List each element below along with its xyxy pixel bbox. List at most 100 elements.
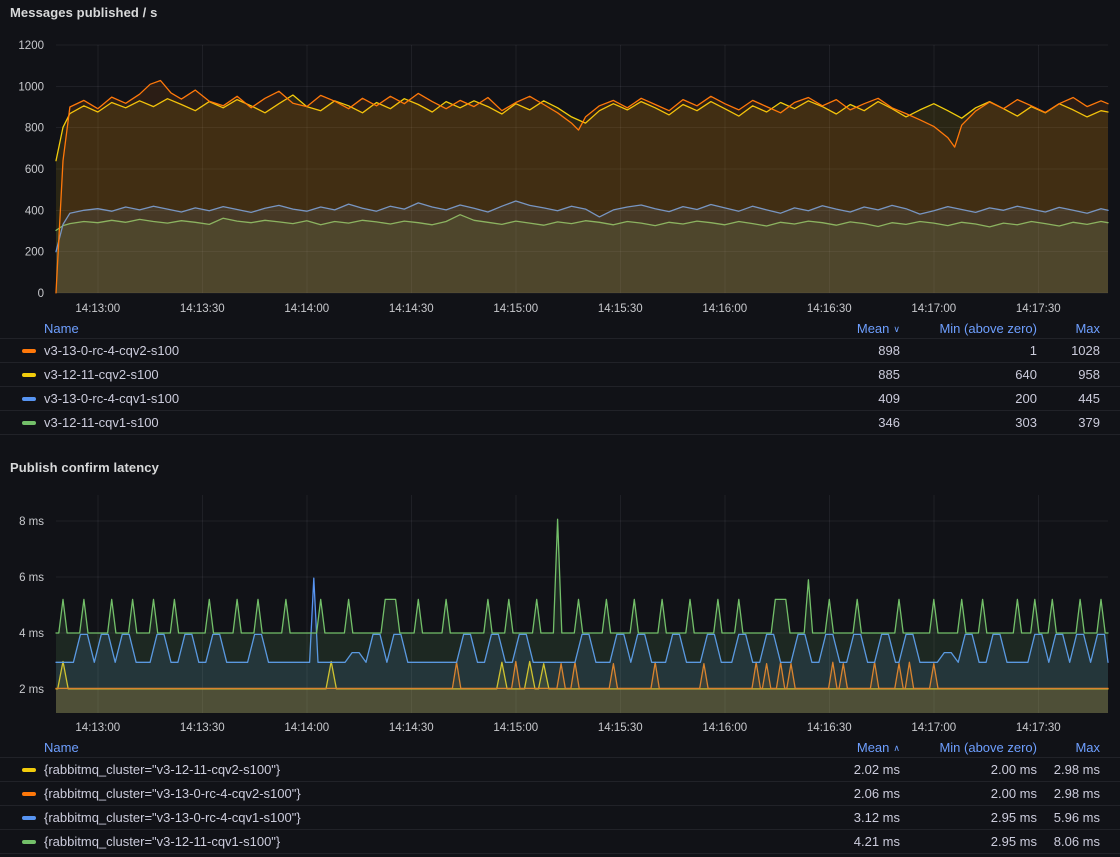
legend-header-name[interactable]: Name	[44, 739, 79, 755]
legend-header-mean-label: Mean	[856, 320, 890, 336]
legend-header-mean[interactable]: Mean ∨	[780, 321, 900, 336]
series--rabbitmq_cluster-v3-13-0-rc-4-cqv2-s100-	[55, 660, 1109, 713]
timeseries-chart-publish-confirm-latency[interactable]: 2 ms 4 ms 6 ms 8 ms 14:13:00 14:13:30 14:14:00…	[0, 440, 1120, 737]
legend-row: {rabbitmq_cluster="v3-12-11-cqv1-s100"} 4…	[0, 830, 1120, 854]
series-max-value: 8.06 ms	[1053, 834, 1100, 849]
legend-series-toggle[interactable]: v3-13-0-rc-4-cqv1-s100	[22, 391, 780, 406]
series--rabbitmq_cluster-v3-12-11-cqv2-s100-	[55, 660, 1109, 713]
legend-header-max[interactable]: Max	[1075, 320, 1100, 336]
series-color-swatch-icon	[22, 348, 36, 353]
series-name: {rabbitmq_cluster="v3-13-0-rc-4-cqv1-s10…	[44, 810, 301, 825]
series-max-value: 379	[1078, 415, 1100, 430]
legend-series-toggle[interactable]: v3-13-0-rc-4-cqv2-s100	[22, 343, 780, 358]
sort-descending-icon: ∨	[893, 323, 900, 334]
series-mean-value: 4.21 ms	[853, 834, 900, 849]
series--rabbitmq_cluster-v3-13-0-rc-4-cqv1-s100-	[55, 577, 1109, 713]
legend-table-publish-confirm-latency: Name Mean ∧ Min (above zero) Max {rabbitm…	[0, 737, 1120, 854]
svg-text:14:16:30: 14:16:30	[807, 722, 852, 734]
legend-row: v3-13-0-rc-4-cqv1-s100 409 200 445	[0, 387, 1120, 411]
svg-text:14:16:00: 14:16:00	[702, 722, 747, 734]
legend-table-messages-published: Name Mean ∨ Min (above zero) Max v3-13-0-…	[0, 318, 1120, 435]
series-mean-value: 2.06 ms	[853, 786, 900, 801]
legend-row: v3-12-11-cqv1-s100 346 303 379	[0, 411, 1120, 435]
legend-series-toggle[interactable]: {rabbitmq_cluster="v3-13-0-rc-4-cqv1-s10…	[22, 810, 780, 825]
legend-header-min[interactable]: Min (above zero)	[939, 739, 1037, 755]
series-name: v3-12-11-cqv1-s100	[44, 415, 159, 430]
series-color-swatch-icon	[22, 815, 36, 820]
svg-text:14:13:00: 14:13:00	[75, 303, 120, 315]
series-mean-value: 3.12 ms	[853, 810, 900, 825]
legend-header-name[interactable]: Name	[44, 320, 79, 336]
y-axis-tick-labels: 2 ms 4 ms 6 ms 8 ms	[19, 516, 44, 696]
legend-series-toggle[interactable]: v3-12-11-cqv2-s100	[22, 367, 780, 382]
series-min-value: 640	[1015, 367, 1037, 382]
svg-text:200: 200	[25, 247, 44, 259]
legend-series-toggle[interactable]: {rabbitmq_cluster="v3-13-0-rc-4-cqv2-s10…	[22, 786, 780, 801]
legend-row: v3-12-11-cqv2-s100 885 640 958	[0, 363, 1120, 387]
panel-title-publish-confirm-latency[interactable]: Publish confirm latency	[10, 460, 159, 475]
y-axis-tick-labels: 0 200 400 600 800 1000 1200	[18, 40, 44, 300]
legend-row: {rabbitmq_cluster="v3-12-11-cqv2-s100"} 2…	[0, 758, 1120, 782]
legend-header-mean-label: Mean	[856, 739, 890, 755]
svg-text:14:17:30: 14:17:30	[1016, 303, 1061, 315]
x-axis-tick-labels: 14:13:00 14:13:30 14:14:00 14:14:30 14:15:00…	[75, 303, 1060, 315]
sort-ascending-icon: ∧	[893, 742, 900, 753]
gridlines	[56, 44, 1108, 294]
series-min-value: 303	[1015, 415, 1037, 430]
series-max-value: 2.98 ms	[1053, 762, 1100, 777]
svg-text:14:15:00: 14:15:00	[493, 722, 538, 734]
series-max-value: 958	[1078, 367, 1100, 382]
svg-text:8 ms: 8 ms	[19, 516, 44, 528]
series-max-value: 5.96 ms	[1053, 810, 1100, 825]
series-color-swatch-icon	[22, 791, 36, 796]
series-min-value: 1	[1029, 343, 1037, 358]
series-v3-12-11-cqv2-s100	[55, 94, 1109, 293]
series-mean-value: 898	[878, 343, 900, 358]
series-color-swatch-icon	[22, 839, 36, 844]
series-min-value: 2.95 ms	[990, 834, 1037, 849]
legend-row: {rabbitmq_cluster="v3-13-0-rc-4-cqv2-s10…	[0, 782, 1120, 806]
series-name: {rabbitmq_cluster="v3-12-11-cqv1-s100"}	[44, 834, 281, 849]
svg-text:2 ms: 2 ms	[19, 684, 44, 696]
series-v3-12-11-cqv1-s100	[55, 214, 1109, 293]
svg-text:14:13:30: 14:13:30	[180, 303, 225, 315]
legend-rows: v3-13-0-rc-4-cqv2-s100 898 1 1028 v3-12-11-c…	[0, 339, 1120, 435]
legend-series-toggle[interactable]: {rabbitmq_cluster="v3-12-11-cqv2-s100"}	[22, 762, 780, 777]
series-min-value: 2.95 ms	[990, 810, 1037, 825]
svg-text:14:13:00: 14:13:00	[75, 722, 120, 734]
legend-header-mean[interactable]: Mean ∧	[780, 740, 900, 755]
svg-text:800: 800	[25, 123, 44, 135]
legend-row: v3-13-0-rc-4-cqv2-s100 898 1 1028	[0, 339, 1120, 363]
svg-text:14:15:30: 14:15:30	[598, 722, 643, 734]
series-name: v3-13-0-rc-4-cqv2-s100	[44, 343, 180, 358]
svg-text:14:17:00: 14:17:00	[911, 303, 956, 315]
legend-header-min[interactable]: Min (above zero)	[939, 320, 1037, 336]
series-name: {rabbitmq_cluster="v3-12-11-cqv2-s100"}	[44, 762, 281, 777]
series-max-value: 2.98 ms	[1053, 786, 1100, 801]
svg-text:14:16:00: 14:16:00	[702, 303, 747, 315]
svg-text:4 ms: 4 ms	[19, 628, 44, 640]
series-min-value: 2.00 ms	[990, 786, 1037, 801]
svg-text:14:17:00: 14:17:00	[911, 722, 956, 734]
svg-text:0: 0	[38, 288, 44, 300]
svg-text:14:14:30: 14:14:30	[389, 303, 434, 315]
series-name: {rabbitmq_cluster="v3-13-0-rc-4-cqv2-s10…	[44, 786, 301, 801]
panel-title-messages-published[interactable]: Messages published / s	[10, 5, 158, 20]
legend-header-row: Name Mean ∨ Min (above zero) Max	[0, 318, 1120, 339]
svg-text:14:14:00: 14:14:00	[284, 303, 329, 315]
legend-header-max[interactable]: Max	[1075, 739, 1100, 755]
svg-text:6 ms: 6 ms	[19, 572, 44, 584]
series-mean-value: 346	[878, 415, 900, 430]
svg-text:14:14:30: 14:14:30	[389, 722, 434, 734]
legend-rows: {rabbitmq_cluster="v3-12-11-cqv2-s100"} 2…	[0, 758, 1120, 854]
series-min-value: 200	[1015, 391, 1037, 406]
svg-text:1200: 1200	[18, 40, 44, 52]
series-color-swatch-icon	[22, 420, 36, 425]
series-v3-13-0-rc-4-cqv1-s100	[55, 200, 1109, 293]
legend-series-toggle[interactable]: {rabbitmq_cluster="v3-12-11-cqv1-s100"}	[22, 834, 780, 849]
series-max-value: 1028	[1071, 343, 1100, 358]
legend-series-toggle[interactable]: v3-12-11-cqv1-s100	[22, 415, 780, 430]
series-max-value: 445	[1078, 391, 1100, 406]
